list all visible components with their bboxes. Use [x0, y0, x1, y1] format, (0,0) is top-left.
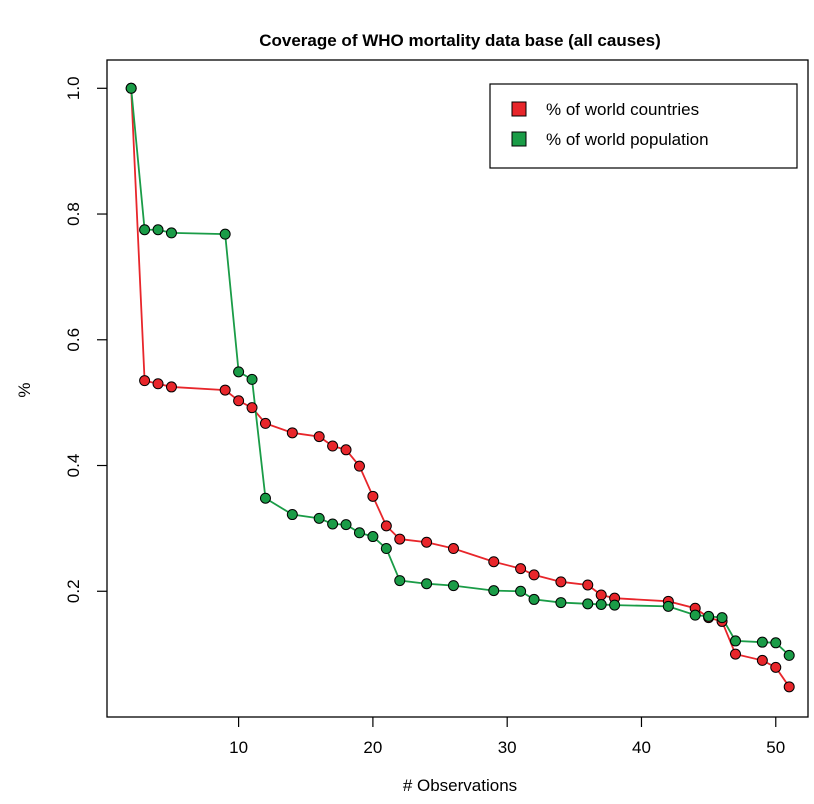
series-0-point-20	[528, 569, 540, 581]
x-axis: 10 20 30 40 50	[229, 717, 785, 757]
series-0-point-17	[447, 543, 459, 555]
legend-swatch-population	[511, 131, 527, 147]
series-1-point-25	[662, 600, 674, 612]
series-0-point-7	[259, 417, 271, 429]
series-1-point-26	[689, 609, 701, 621]
series-1-point-28	[716, 612, 728, 624]
y-tick-label-0: 0.2	[64, 579, 83, 603]
series-0-point-13	[367, 490, 379, 502]
series-0-point-6	[246, 402, 258, 414]
series-0-point-5	[233, 395, 245, 407]
series-0-point-30	[756, 654, 768, 666]
series-1-point-15	[394, 575, 406, 587]
series-1-point-8	[286, 509, 298, 521]
series-0-point-11	[340, 444, 352, 456]
series-0-point-15	[394, 533, 406, 545]
series-1-point-24	[609, 599, 621, 611]
series-1-point-12	[353, 527, 365, 539]
x-tick-label-1: 20	[363, 738, 382, 757]
series-1-point-21	[555, 597, 567, 609]
series-1-point-16	[421, 578, 433, 590]
series-1-point-10	[327, 518, 339, 530]
series-1-point-18	[488, 585, 500, 597]
y-tick-label-2: 0.6	[64, 328, 83, 352]
series-1-point-19	[515, 585, 527, 597]
series-1-point-4	[219, 228, 231, 240]
series-0-point-16	[421, 536, 433, 548]
series-0-point-21	[555, 576, 567, 588]
series-1-point-17	[447, 580, 459, 592]
series-line-1	[130, 88, 790, 657]
legend-label-population: % of world population	[546, 130, 709, 149]
series-0-point-19	[515, 563, 527, 575]
y-tick-label-4: 1.0	[64, 76, 83, 100]
series-0-point-9	[313, 431, 325, 443]
y-axis-label: %	[15, 382, 34, 397]
series-0-point-32	[783, 681, 795, 693]
series-0-point-18	[488, 556, 500, 568]
series-1-point-5	[233, 366, 245, 378]
series-0-point-2	[152, 378, 164, 390]
series-0-point-8	[286, 427, 298, 439]
series-0-point-1	[139, 375, 151, 387]
y-tick-label-1: 0.4	[64, 454, 83, 478]
series-1-point-22	[582, 598, 594, 610]
series-1-point-1	[139, 224, 151, 236]
x-tick-label-0: 10	[229, 738, 248, 757]
chart-title: Coverage of WHO mortality data base (all…	[259, 31, 661, 50]
series-0-point-10	[327, 440, 339, 452]
series-1-point-3	[165, 227, 177, 239]
series-1-point-13	[367, 531, 379, 543]
series-0-point-14	[380, 520, 392, 532]
series-1-point-30	[756, 636, 768, 648]
series-1-point-0	[125, 82, 137, 94]
series-1-point-27	[703, 610, 715, 622]
series-layer	[125, 82, 795, 693]
series-0-point-4	[219, 384, 231, 396]
series-0-point-3	[165, 381, 177, 393]
series-1-point-23	[595, 598, 607, 610]
series-0-point-22	[582, 579, 594, 591]
y-tick-label-3: 0.8	[64, 202, 83, 226]
series-1-point-29	[729, 635, 741, 647]
series-1-point-7	[259, 492, 271, 504]
series-1-point-20	[528, 593, 540, 605]
series-0-point-12	[353, 460, 365, 472]
x-tick-label-3: 40	[632, 738, 651, 757]
legend-swatch-countries	[511, 101, 527, 117]
series-0-point-29	[729, 648, 741, 660]
x-tick-label-2: 30	[498, 738, 517, 757]
x-tick-label-4: 50	[766, 738, 785, 757]
y-axis: 0.2 0.4 0.6 0.8 1.0	[64, 76, 107, 603]
series-1-point-14	[380, 543, 392, 555]
legend-label-countries: % of world countries	[546, 100, 699, 119]
series-0-point-31	[770, 661, 782, 673]
x-axis-label: # Observations	[403, 776, 517, 795]
series-1-point-11	[340, 519, 352, 531]
series-1-point-9	[313, 512, 325, 524]
series-1-point-32	[783, 649, 795, 661]
series-1-point-6	[246, 373, 258, 385]
legend-box	[489, 83, 798, 169]
series-1-point-2	[152, 224, 164, 236]
legend: % of world countries % of world populati…	[489, 83, 798, 169]
series-1-point-31	[770, 637, 782, 649]
series-0-point-23	[595, 589, 607, 601]
plot-area-frame	[106, 59, 809, 718]
